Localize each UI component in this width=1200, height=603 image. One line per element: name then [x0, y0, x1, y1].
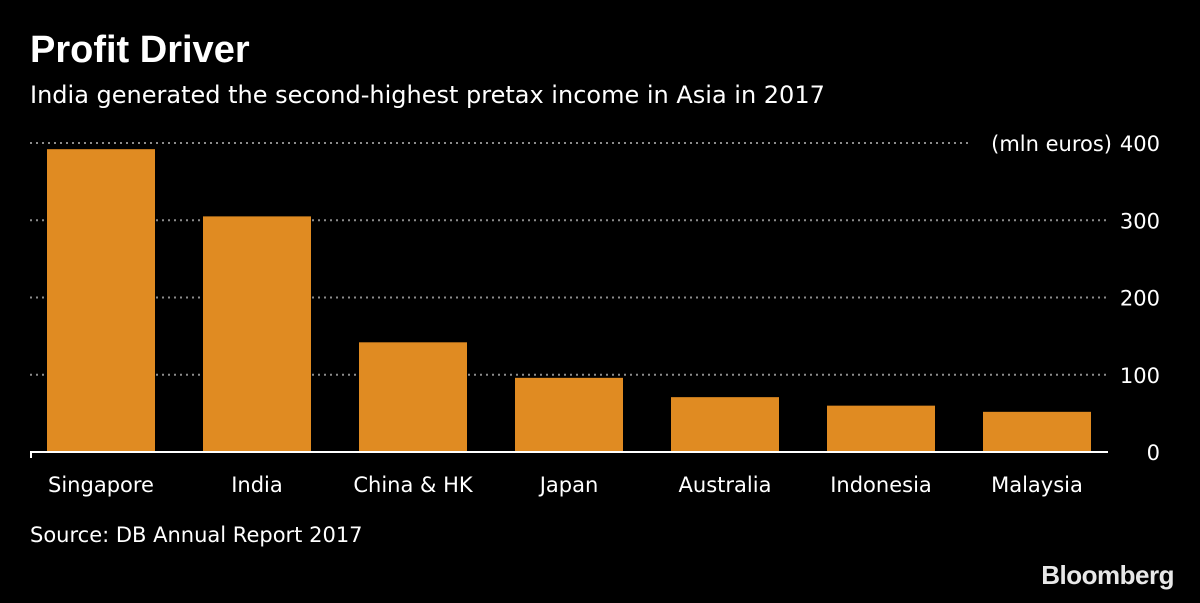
x-tick-label: Japan	[538, 473, 599, 497]
bar-indonesia	[827, 405, 935, 452]
chart-subtitle: India generated the second-highest preta…	[30, 81, 825, 109]
axes	[30, 451, 1108, 458]
x-tick-label: India	[231, 473, 283, 497]
unit-label: (mln euros)	[991, 132, 1112, 156]
y-tick-label: 300	[1120, 209, 1160, 233]
bars	[47, 149, 1091, 452]
y-tick-label: 200	[1120, 287, 1160, 311]
bar-japan	[515, 377, 623, 452]
x-tick-label: China & HK	[353, 473, 474, 497]
bloomberg-logo: Bloomberg	[1041, 560, 1174, 590]
bar-india	[203, 216, 311, 452]
x-tick-label: Malaysia	[991, 473, 1083, 497]
y-tick-label: 100	[1120, 364, 1160, 388]
x-tick-label: Singapore	[48, 473, 154, 497]
chart-title: Profit Driver	[30, 29, 250, 71]
gridlines	[30, 142, 1108, 376]
y-tick-label: 400	[1120, 132, 1160, 156]
bar-australia	[671, 397, 779, 452]
bar-singapore	[47, 149, 155, 452]
y-tick-label: 0	[1147, 441, 1160, 465]
x-tick-label: Australia	[679, 473, 772, 497]
bar-china-hk	[359, 342, 467, 452]
tick-labels: 0 100 200 300 400 (mln euros) Singapore India Ch…	[48, 132, 1160, 497]
source-note: Source: DB Annual Report 2017	[30, 523, 363, 547]
bar-malaysia	[983, 411, 1091, 452]
x-tick-label: Indonesia	[830, 473, 932, 497]
